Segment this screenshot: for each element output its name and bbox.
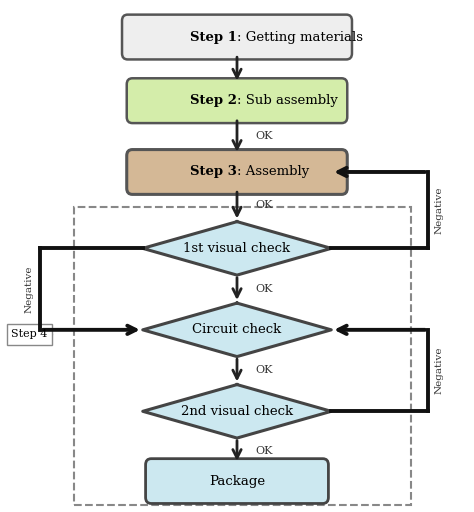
Text: OK: OK bbox=[256, 366, 273, 375]
Text: Step 3: Step 3 bbox=[190, 165, 237, 179]
Text: Step 4: Step 4 bbox=[11, 329, 47, 339]
Text: OK: OK bbox=[256, 200, 273, 210]
Text: 2nd visual check: 2nd visual check bbox=[181, 405, 293, 418]
Text: : Assembly: : Assembly bbox=[237, 165, 309, 179]
FancyBboxPatch shape bbox=[122, 15, 352, 59]
Text: OK: OK bbox=[256, 284, 273, 294]
Text: OK: OK bbox=[256, 446, 273, 456]
Text: Negative: Negative bbox=[434, 347, 443, 394]
FancyBboxPatch shape bbox=[7, 324, 52, 345]
Text: Package: Package bbox=[209, 475, 265, 487]
Text: 1st visual check: 1st visual check bbox=[183, 242, 291, 255]
Text: : Sub assembly: : Sub assembly bbox=[237, 94, 338, 107]
Text: : Getting materials: : Getting materials bbox=[237, 31, 363, 44]
FancyBboxPatch shape bbox=[127, 150, 347, 195]
Text: Negative: Negative bbox=[24, 265, 33, 313]
Text: Negative: Negative bbox=[434, 186, 443, 234]
FancyBboxPatch shape bbox=[146, 459, 328, 503]
Polygon shape bbox=[143, 385, 331, 438]
FancyBboxPatch shape bbox=[127, 78, 347, 123]
Polygon shape bbox=[143, 303, 331, 356]
Text: Step 2: Step 2 bbox=[190, 94, 237, 107]
Polygon shape bbox=[143, 222, 331, 275]
Text: OK: OK bbox=[256, 132, 273, 141]
Text: Circuit check: Circuit check bbox=[192, 324, 282, 336]
Text: Step 1: Step 1 bbox=[190, 31, 237, 44]
